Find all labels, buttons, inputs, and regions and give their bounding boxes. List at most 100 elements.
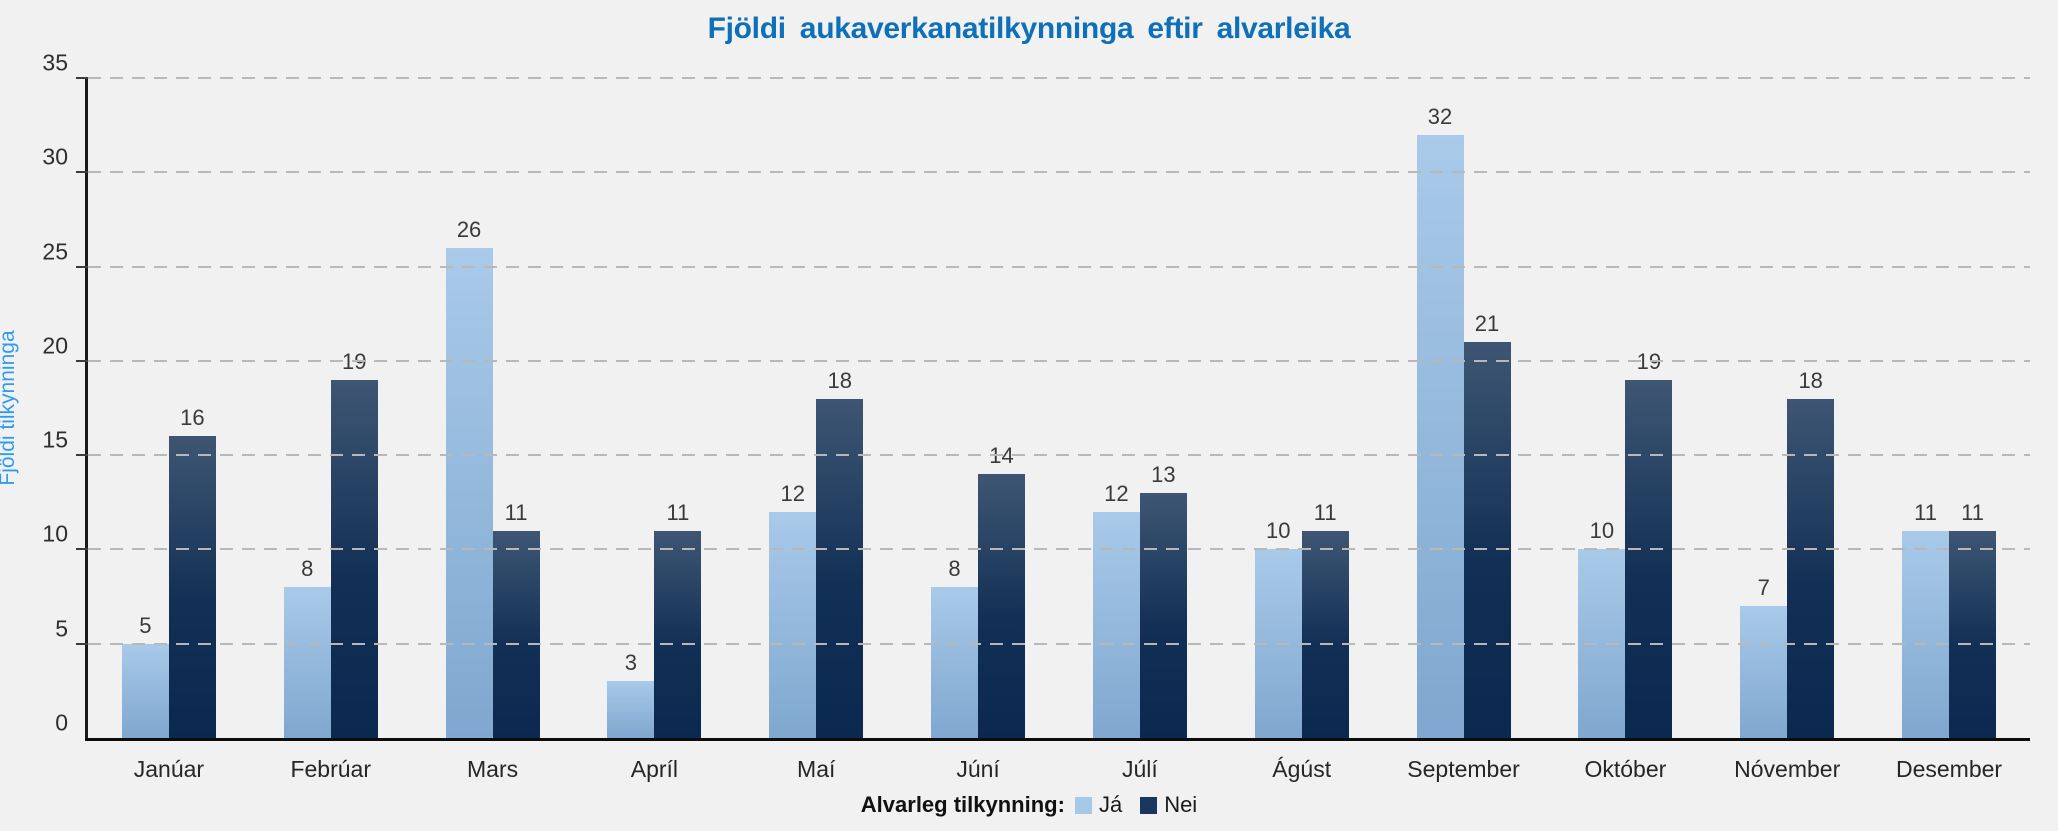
- x-axis-label-júlí: Júlí: [1121, 756, 1158, 782]
- bar-column: 8: [283, 78, 331, 738]
- bar-value-label: 11: [1914, 499, 1937, 525]
- bar-column: 5: [121, 78, 169, 738]
- bar-nei-nóvember: [1787, 398, 1835, 738]
- legend-entry-já: Já: [1074, 792, 1123, 818]
- bar-column: 18: [1787, 78, 1835, 738]
- y-tick-label-20: 20: [42, 332, 68, 359]
- bar-column: 32: [1416, 78, 1464, 738]
- bar-column: 18: [816, 78, 864, 738]
- bar-nei-febrúar: [330, 379, 378, 738]
- gridline-5: [88, 642, 2030, 645]
- bar-column: 16: [168, 78, 216, 738]
- bar-já-febrúar: [283, 587, 331, 738]
- bar-value-label: 26: [456, 216, 482, 242]
- bar-value-label: 11: [666, 499, 690, 525]
- bar-value-label: 10: [1265, 518, 1291, 544]
- x-axis-label-nóvember: Nóvember: [1734, 756, 1841, 782]
- bar-já-júní: [931, 587, 979, 738]
- bar-value-label: 32: [1427, 103, 1453, 129]
- bar-column: 11: [492, 78, 540, 738]
- legend: Alvarleg tilkynning: Já Nei: [0, 792, 2058, 818]
- bar-value-label: 18: [827, 367, 852, 393]
- bar-group-júní: 8 14 Júní: [897, 78, 1059, 782]
- x-axis-label-desember: Desember: [1895, 756, 2003, 782]
- bar-já-mars: [445, 247, 493, 738]
- bar-column: 8: [931, 78, 979, 738]
- y-tick-mark-25: [76, 265, 88, 268]
- bar-já-desember: [1902, 530, 1950, 738]
- bar-column: 7: [1740, 78, 1788, 738]
- x-axis-label-mars: Mars: [467, 756, 519, 782]
- bar-column: 11: [1949, 78, 1997, 738]
- bar-value-label: 10: [1589, 518, 1615, 544]
- bar-column: 11: [1301, 78, 1349, 738]
- bar-value-label: 7: [1757, 575, 1770, 600]
- bar-nei-september: [1463, 342, 1511, 738]
- x-axis-label-október: Október: [1584, 756, 1667, 782]
- x-axis-label-september: September: [1407, 756, 1520, 782]
- x-axis-label-júní: Júní: [956, 756, 1000, 782]
- x-axis-label-apríl: Apríl: [630, 756, 679, 782]
- legend-entry-nei: Nei: [1140, 792, 1197, 818]
- bar-value-label: 21: [1474, 311, 1500, 336]
- bar-column: 12: [769, 78, 817, 738]
- y-tick-label-5: 5: [55, 615, 68, 642]
- y-tick-mark-20: [76, 359, 88, 362]
- bar-já-janúar: [121, 643, 169, 738]
- legend-swatch-já: [1074, 796, 1092, 814]
- x-axis-line: [85, 738, 2030, 741]
- bar-nei-apríl: [654, 530, 702, 738]
- y-tick-label-35: 35: [42, 49, 68, 76]
- gridline-15: [88, 454, 2030, 457]
- bar-já-apríl: [607, 681, 655, 738]
- bar-group-ágúst: 10 11 Ágúst: [1221, 78, 1383, 782]
- bar-column: 21: [1463, 78, 1511, 738]
- legend-label-já: Já: [1098, 792, 1123, 817]
- y-tick-label-15: 15: [42, 426, 68, 453]
- bar-column: 14: [978, 78, 1026, 738]
- y-axis-title: Fjöldi tilkynninga: [0, 330, 19, 486]
- bar-group-febrúar: 8 19 Febrúar: [250, 78, 412, 782]
- bar-nei-ágúst: [1301, 530, 1349, 738]
- bar-value-label: 13: [1151, 461, 1176, 487]
- bar-value-label: 3: [624, 650, 638, 676]
- legend-label-nei: Nei: [1164, 792, 1198, 817]
- bar-nei-júní: [978, 474, 1026, 738]
- legend-title: Alvarleg tilkynning:: [860, 792, 1065, 817]
- y-tick-mark-30: [76, 171, 88, 174]
- y-tick-mark-35: [76, 77, 88, 79]
- bar-column: 19: [1625, 78, 1673, 738]
- gridline-35: [88, 77, 2030, 79]
- bar-value-label: 8: [301, 556, 314, 582]
- x-axis-label-janúar: Janúar: [133, 756, 205, 782]
- bar-value-label: 8: [948, 556, 961, 582]
- bar-value-label: 11: [504, 499, 528, 525]
- gridline-30: [88, 171, 2030, 174]
- bar-já-nóvember: [1740, 606, 1788, 738]
- bar-column: 19: [330, 78, 378, 738]
- bar-nei-október: [1625, 379, 1673, 738]
- legend-swatch-nei: [1140, 796, 1158, 814]
- bar-group-apríl: 3 11 Apríl: [573, 78, 735, 782]
- bar-nei-maí: [816, 398, 864, 738]
- bar-group-október: 10 19 Október: [1544, 78, 1706, 782]
- y-tick-label-10: 10: [42, 520, 68, 547]
- bar-value-label: 11: [1961, 499, 1984, 525]
- y-tick-label-25: 25: [42, 238, 68, 265]
- bar-column: 3: [607, 78, 655, 738]
- bar-column: 11: [654, 78, 702, 738]
- bar-column: 13: [1139, 78, 1187, 738]
- gridline-25: [88, 265, 2030, 268]
- y-tick-mark-15: [76, 454, 88, 457]
- bar-group-nóvember: 7 18 Nóvember: [1706, 78, 1868, 782]
- legend-entries: Já Nei: [1069, 792, 1197, 818]
- bar-column: 10: [1254, 78, 1302, 738]
- bar-value-label: 5: [139, 612, 152, 638]
- bar-groups: 5 16 Janúar 8 19 Febrúar 26 11 Mars 3 11 Apríl 12 18 M…: [88, 78, 2030, 782]
- bar-value-label: 12: [780, 480, 805, 506]
- bar-value-label: 12: [1104, 480, 1129, 506]
- bar-value-label: 18: [1798, 367, 1823, 393]
- y-tick-mark-5: [76, 642, 88, 645]
- bar-group-maí: 12 18 Maí: [735, 78, 897, 782]
